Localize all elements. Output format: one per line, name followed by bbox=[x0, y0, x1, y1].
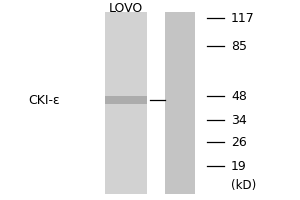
Text: 48: 48 bbox=[231, 90, 247, 102]
Text: 85: 85 bbox=[231, 40, 247, 52]
Text: 117: 117 bbox=[231, 11, 255, 24]
Text: 34: 34 bbox=[231, 114, 247, 127]
Text: (kD): (kD) bbox=[231, 180, 256, 192]
Text: 19: 19 bbox=[231, 160, 247, 172]
Bar bbox=[165, 12, 195, 194]
Bar bbox=[105, 12, 147, 194]
Bar bbox=[105, 96, 147, 104]
Text: CKI-ε: CKI-ε bbox=[28, 94, 60, 106]
Text: 26: 26 bbox=[231, 136, 247, 148]
Text: LOVO: LOVO bbox=[109, 2, 143, 15]
